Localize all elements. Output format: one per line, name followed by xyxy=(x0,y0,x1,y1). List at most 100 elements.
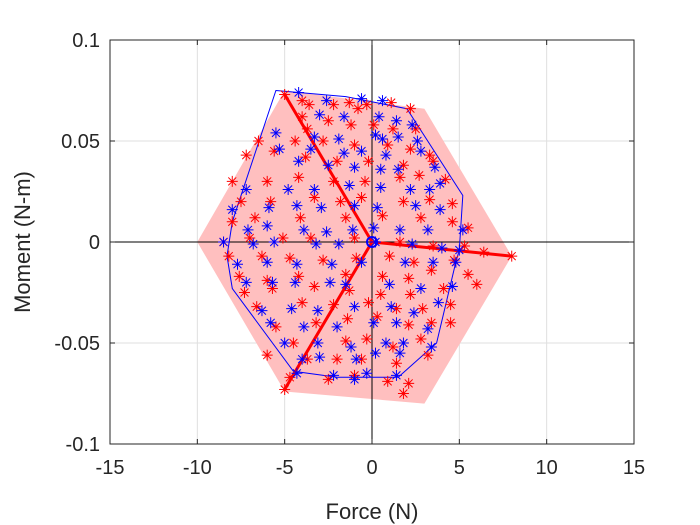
blue-point xyxy=(434,177,446,189)
blue-point xyxy=(429,161,441,173)
blue-point xyxy=(247,238,259,250)
blue-point xyxy=(298,224,310,236)
blue-point xyxy=(291,258,303,270)
red-point xyxy=(425,317,437,329)
red-point xyxy=(328,99,340,111)
x-tick-label: -5 xyxy=(276,457,294,479)
blue-point xyxy=(349,373,361,385)
blue-point xyxy=(392,163,404,175)
blue-point xyxy=(349,301,361,313)
blue-point xyxy=(383,278,395,290)
red-point xyxy=(308,280,320,292)
red-point xyxy=(375,289,387,301)
blue-point xyxy=(390,115,402,127)
blue-point xyxy=(450,256,462,268)
red-point xyxy=(349,139,361,151)
red-point xyxy=(296,111,308,123)
red-point xyxy=(308,192,320,204)
blue-point xyxy=(376,133,388,145)
red-point xyxy=(427,155,439,167)
red-point xyxy=(328,175,340,187)
red-point xyxy=(403,319,415,331)
blue-point xyxy=(432,297,444,309)
red-point xyxy=(390,357,402,369)
blue-point xyxy=(446,280,458,292)
blue-point xyxy=(434,204,446,216)
blue-point xyxy=(399,256,411,268)
x-tick-label: 0 xyxy=(366,457,377,479)
blue-point xyxy=(424,183,436,195)
blue-point xyxy=(380,337,392,349)
red-point xyxy=(404,143,416,155)
blue-point xyxy=(310,238,322,250)
blue-point xyxy=(265,317,277,329)
blue-point xyxy=(305,143,317,155)
blue-point xyxy=(240,183,252,195)
blue-point xyxy=(242,224,254,236)
blue-point xyxy=(404,183,416,195)
red-point xyxy=(446,198,458,210)
origin-marker xyxy=(366,236,378,248)
red-point xyxy=(293,270,305,282)
red-point xyxy=(438,282,450,294)
red-point xyxy=(427,240,439,252)
red-point xyxy=(376,270,388,282)
blue-point xyxy=(308,183,320,195)
blue-point xyxy=(457,224,469,236)
red-point xyxy=(343,284,355,296)
blue-point xyxy=(308,131,320,143)
red-point xyxy=(382,139,394,151)
blue-point xyxy=(350,353,362,365)
red-point xyxy=(361,99,373,111)
red-point xyxy=(261,175,273,187)
blue-point xyxy=(368,317,380,329)
red-point xyxy=(284,371,296,383)
axes-box-layer xyxy=(109,39,635,445)
red-point xyxy=(394,236,406,248)
blue-point xyxy=(240,276,252,288)
blue-point xyxy=(408,307,420,319)
points-layer xyxy=(218,87,518,399)
red-point xyxy=(335,196,347,208)
blue-point xyxy=(314,109,326,121)
blue-point xyxy=(218,236,230,248)
red-point xyxy=(408,256,420,268)
red-line xyxy=(283,241,374,391)
blue-point xyxy=(256,305,268,317)
red-point xyxy=(340,335,352,347)
blue-point xyxy=(425,341,437,353)
red-point xyxy=(289,135,301,147)
blue-point xyxy=(380,149,392,161)
red-point xyxy=(439,173,451,185)
y-tick-label: 0 xyxy=(89,232,100,254)
blue-point xyxy=(392,131,404,143)
blue-point xyxy=(411,135,423,147)
blue-point xyxy=(296,353,308,365)
blue-point xyxy=(232,258,244,270)
red-point xyxy=(244,232,256,244)
blue-point xyxy=(361,367,373,379)
red-point xyxy=(415,333,427,345)
red-point xyxy=(471,278,483,290)
red-point xyxy=(478,246,490,258)
blue-point xyxy=(371,202,383,214)
red-point xyxy=(363,297,375,309)
y-tick-labels: -0.1 -0.05 0 0.05 0.1 xyxy=(54,30,100,456)
red-point xyxy=(277,232,289,244)
red-point xyxy=(310,317,322,329)
red-point xyxy=(279,89,291,101)
red-point xyxy=(345,119,357,131)
blue-point xyxy=(394,347,406,359)
red-point xyxy=(506,250,518,262)
blue-point xyxy=(422,323,434,335)
red-point xyxy=(404,103,416,115)
blue-point xyxy=(293,155,305,167)
red-point xyxy=(340,212,352,224)
red-point xyxy=(261,274,273,286)
red-point xyxy=(233,270,245,282)
red-point xyxy=(376,210,388,222)
y-tick-label: -0.05 xyxy=(54,333,100,355)
blue-point xyxy=(376,95,388,107)
red-point xyxy=(293,171,305,183)
red-point xyxy=(328,299,340,311)
